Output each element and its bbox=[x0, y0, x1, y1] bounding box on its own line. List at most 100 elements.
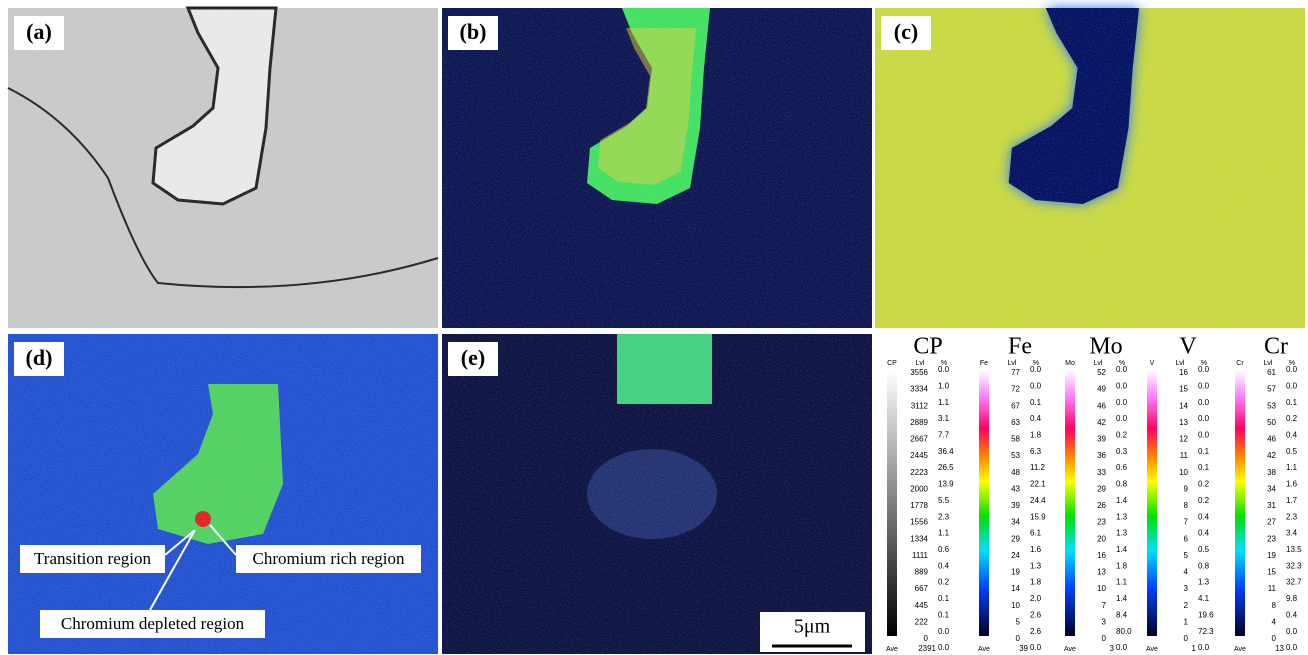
percent-value: 1.4 bbox=[1116, 594, 1128, 603]
percent-value: 32.7 bbox=[1286, 578, 1302, 587]
level-value: 20 bbox=[1097, 534, 1106, 543]
level-value: 6 bbox=[1184, 534, 1189, 543]
level-value: 2000 bbox=[910, 484, 928, 493]
level-value: 27 bbox=[1267, 518, 1276, 527]
percent-value: 0.1 bbox=[1030, 398, 1042, 407]
percent-value: 1.3 bbox=[1030, 561, 1042, 570]
percent-value: 0.0 bbox=[938, 365, 950, 374]
ave-label: Ave bbox=[886, 646, 898, 653]
level-value: 10 bbox=[1011, 601, 1020, 610]
percent-value: 5.5 bbox=[938, 496, 950, 505]
percent-value: 2.3 bbox=[1286, 512, 1298, 521]
level-value: 16 bbox=[1097, 551, 1106, 560]
percent-value: 0.4 bbox=[938, 561, 950, 570]
ave-label: Ave bbox=[1064, 646, 1076, 653]
level-value: 77 bbox=[1011, 368, 1020, 377]
ave-value: 13 bbox=[1275, 644, 1284, 653]
percent-value: 15.9 bbox=[1030, 512, 1046, 521]
panel: (e) bbox=[442, 334, 872, 654]
percent-value: 72.3 bbox=[1198, 627, 1214, 636]
panel: (b) bbox=[442, 8, 872, 328]
ave-value: 1 bbox=[1192, 644, 1197, 653]
legend-element: Mo bbox=[1089, 334, 1122, 360]
percent-value: 0.0 bbox=[1116, 643, 1128, 652]
legend-element: Fe bbox=[1008, 334, 1032, 360]
percent-value: 0.0 bbox=[1198, 365, 1210, 374]
level-value: 3112 bbox=[911, 401, 929, 410]
level-value: 39 bbox=[1011, 501, 1020, 510]
percent-value: 1.1 bbox=[1286, 463, 1298, 472]
percent-value: 0.8 bbox=[1116, 480, 1128, 489]
percent-value: 1.3 bbox=[1116, 512, 1128, 521]
level-value: 67 bbox=[1011, 401, 1020, 410]
lvl-header: Lvl bbox=[1008, 360, 1017, 367]
noise bbox=[442, 8, 872, 328]
percent-value: 0.0 bbox=[1198, 431, 1210, 440]
level-value: 34 bbox=[1267, 484, 1276, 493]
panel-label: (b) bbox=[460, 19, 487, 44]
level-value: 2 bbox=[1184, 601, 1189, 610]
level-value: 58 bbox=[1011, 435, 1020, 444]
level-value: 445 bbox=[915, 601, 929, 610]
legend-code: Mo bbox=[1065, 360, 1075, 367]
panel: (c) bbox=[875, 8, 1305, 328]
percent-value: 2.6 bbox=[1030, 610, 1042, 619]
level-value: 72 bbox=[1011, 385, 1020, 394]
percent-value: 1.8 bbox=[1116, 561, 1128, 570]
level-value: 1334 bbox=[910, 534, 928, 543]
percent-value: 36.4 bbox=[938, 447, 954, 456]
level-value: 4 bbox=[1272, 617, 1277, 626]
lvl-header: Lvl bbox=[1264, 360, 1273, 367]
lvl-header: Lvl bbox=[1176, 360, 1185, 367]
percent-value: 0.0 bbox=[1286, 643, 1298, 652]
level-value: 49 bbox=[1097, 385, 1106, 394]
percent-value: 0.0 bbox=[1116, 365, 1128, 374]
scale-label: 5μm bbox=[794, 616, 831, 638]
percent-value: 0.2 bbox=[1198, 480, 1210, 489]
level-value: 39 bbox=[1097, 435, 1106, 444]
percent-value: 0.0 bbox=[1286, 627, 1298, 636]
level-value: 33 bbox=[1097, 468, 1106, 477]
percent-value: 0.0 bbox=[1286, 381, 1298, 390]
percent-value: 19.6 bbox=[1198, 610, 1214, 619]
percent-value: 0.4 bbox=[1198, 529, 1210, 538]
legend-code: CP bbox=[887, 360, 897, 367]
color-bar bbox=[1065, 370, 1075, 636]
annotation: Transition region bbox=[34, 549, 151, 568]
level-value: 26 bbox=[1097, 501, 1106, 510]
level-value: 1 bbox=[1184, 617, 1189, 626]
percent-value: 9.8 bbox=[1286, 594, 1298, 603]
percent-value: 0.2 bbox=[1286, 414, 1298, 423]
annotation: Chromium depleted region bbox=[61, 614, 245, 633]
percent-value: 0.1 bbox=[1198, 463, 1210, 472]
panel: (a) bbox=[8, 8, 438, 328]
panel-label: (e) bbox=[461, 345, 485, 370]
percent-value: 1.8 bbox=[1030, 578, 1042, 587]
percent-value: 0.2 bbox=[938, 578, 950, 587]
percent-value: 0.1 bbox=[1198, 447, 1210, 456]
lvl-header: Lvl bbox=[1094, 360, 1103, 367]
level-value: 43 bbox=[1011, 484, 1020, 493]
annotation: Chromium rich region bbox=[252, 549, 405, 568]
level-value: 24 bbox=[1011, 551, 1020, 560]
ave-value: 3 bbox=[1110, 644, 1115, 653]
level-value: 5 bbox=[1184, 551, 1189, 560]
level-value: 42 bbox=[1267, 451, 1276, 460]
percent-value: 13.9 bbox=[938, 480, 954, 489]
percent-value: 0.0 bbox=[1116, 414, 1128, 423]
level-value: 14 bbox=[1011, 584, 1020, 593]
percent-value: 0.0 bbox=[1116, 398, 1128, 407]
percent-value: 2.0 bbox=[1030, 594, 1042, 603]
percent-value: 1.4 bbox=[1116, 496, 1128, 505]
level-value: 23 bbox=[1267, 534, 1276, 543]
ave-label: Ave bbox=[1234, 646, 1246, 653]
level-value: 8 bbox=[1184, 501, 1189, 510]
level-value: 8 bbox=[1272, 601, 1277, 610]
legend-element: Cr bbox=[1264, 334, 1288, 360]
percent-value: 13.5 bbox=[1286, 545, 1302, 554]
percent-value: 11.2 bbox=[1030, 463, 1046, 472]
level-value: 2445 bbox=[910, 451, 928, 460]
level-value: 0 bbox=[1102, 634, 1107, 643]
level-value: 19 bbox=[1011, 568, 1020, 577]
level-value: 0 bbox=[1184, 634, 1189, 643]
